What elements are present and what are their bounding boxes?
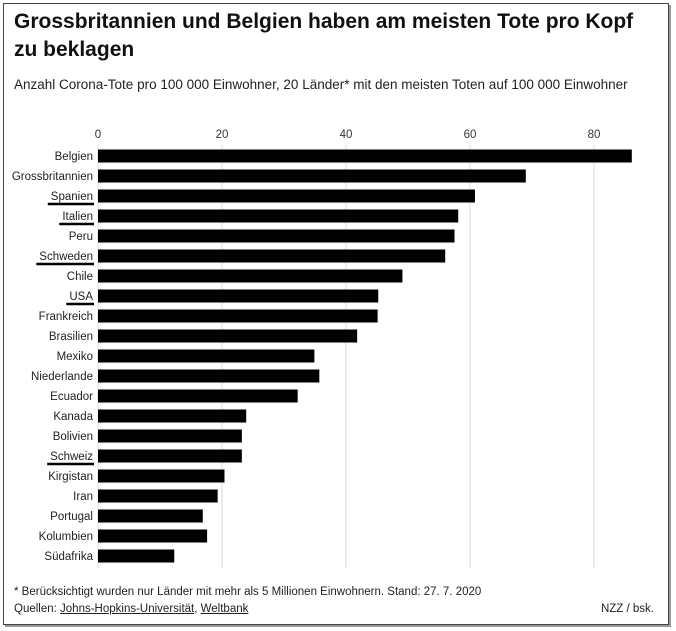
chart-title: Grossbritannien und Belgien haben am mei… xyxy=(14,10,634,61)
bar-kolumbien xyxy=(98,529,208,543)
x-tick-label: 60 xyxy=(464,129,477,141)
x-tick-label: 40 xyxy=(340,129,353,141)
x-tick-label: 20 xyxy=(216,129,229,141)
category-label: Kolumbien xyxy=(39,531,93,543)
category-label: Schweden xyxy=(39,251,93,263)
bars xyxy=(98,149,632,563)
category-label: Italien xyxy=(62,211,93,223)
bar-iran xyxy=(98,489,218,503)
category-label: Portugal xyxy=(50,511,93,523)
bar-ecuador xyxy=(98,389,298,403)
bar-mexiko xyxy=(98,349,315,363)
bar-niederlande xyxy=(98,369,320,383)
bar-portugal xyxy=(98,509,203,523)
bar-italien xyxy=(98,209,459,223)
category-label: Grossbritannien xyxy=(12,171,93,183)
bar-spanien xyxy=(98,189,475,203)
category-label: Niederlande xyxy=(31,371,93,383)
bar-usa xyxy=(98,289,379,303)
category-label: USA xyxy=(69,291,93,303)
category-label: Belgien xyxy=(55,151,93,163)
category-label: Mexiko xyxy=(57,351,93,363)
category-label: Frankreich xyxy=(39,311,93,323)
category-label: Peru xyxy=(69,231,93,243)
sources: Quellen: Johns-Hopkins-Universität, Welt… xyxy=(14,603,248,615)
bar-chart: 0 20 40 60 80 Belgien Grossbritannien Spanien I… xyxy=(12,129,632,568)
bar-kirgistan xyxy=(98,469,225,483)
category-label: Kirgistan xyxy=(48,471,93,483)
category-label: Brasilien xyxy=(49,331,93,343)
bar-schweiz xyxy=(98,449,242,463)
x-tick-label: 80 xyxy=(588,129,601,141)
bar-bolivien xyxy=(98,429,242,443)
category-label: Südafrika xyxy=(44,551,93,563)
source-link-jhu[interactable]: Johns-Hopkins-Universität xyxy=(60,603,195,615)
category-label: Bolivien xyxy=(53,431,93,443)
sources-separator: , xyxy=(194,603,201,615)
bar-schweden xyxy=(98,249,446,263)
category-label: Chile xyxy=(67,271,93,283)
credit: NZZ / bsk. xyxy=(600,603,654,615)
source-link-weltbank[interactable]: Weltbank xyxy=(200,603,249,615)
bar-peru xyxy=(98,229,455,243)
category-label: Spanien xyxy=(51,191,93,203)
bar-chile xyxy=(98,269,403,283)
category-labels: Belgien Grossbritannien Spanien Italien Peru… xyxy=(12,151,94,563)
category-label: Kanada xyxy=(53,411,93,423)
x-tick-labels: 0 20 40 60 80 xyxy=(95,129,601,141)
bar-brasilien xyxy=(98,329,358,343)
category-label: Ecuador xyxy=(50,391,93,403)
bar-belgien xyxy=(98,149,632,163)
bar-kanada xyxy=(98,409,247,423)
footnote: * Berücksichtigt wurden nur Länder mit m… xyxy=(14,586,482,598)
bar-grossbritannien xyxy=(98,169,526,183)
x-tick-label: 0 xyxy=(95,129,101,141)
category-label: Iran xyxy=(73,491,93,503)
chart-subtitle: Anzahl Corona-Tote pro 100 000 Einwohner… xyxy=(14,77,628,92)
bar-südafrika xyxy=(98,549,175,563)
sources-prefix: Quellen: xyxy=(14,603,61,615)
bar-frankreich xyxy=(98,309,378,323)
category-label: Schweiz xyxy=(50,451,93,463)
